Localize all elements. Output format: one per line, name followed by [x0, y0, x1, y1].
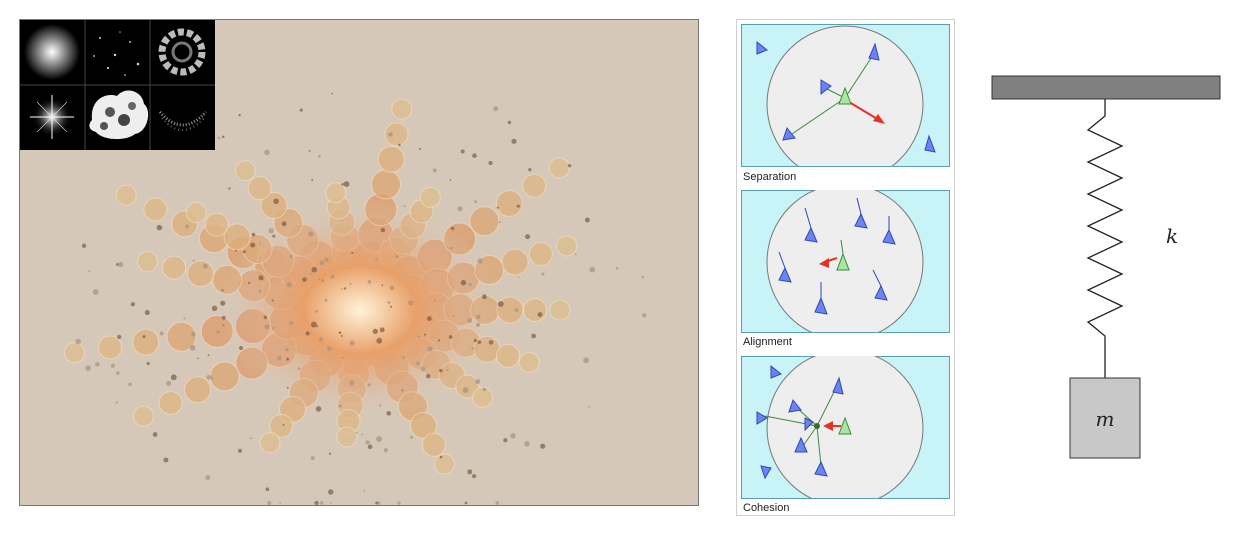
alignment-panel: [741, 190, 950, 333]
boid-icon: [804, 417, 814, 432]
boid-icon: [868, 42, 880, 61]
focus-boid-icon: [838, 86, 852, 105]
boid-icon: [756, 40, 768, 55]
boids-rules-figure: Separation Alignment: [736, 19, 955, 516]
sparkle-dots-icon: [93, 31, 140, 76]
mass-block: [1069, 377, 1141, 459]
boid-icon: [804, 226, 818, 243]
spring-mass-diagram: k m: [991, 75, 1221, 459]
boid-icon: [788, 398, 802, 413]
cohesion-caption: Cohesion: [743, 502, 790, 514]
boid-icon: [814, 460, 828, 477]
explosion-graphic: [63, 92, 647, 505]
alignment-caption: Alignment: [743, 336, 792, 348]
stiffness-label: k: [1166, 224, 1178, 248]
boid-icon: [770, 364, 782, 379]
star-flare-icon: [30, 95, 74, 139]
explosion-core: [220, 200, 500, 420]
soft-glow-icon: [24, 24, 80, 80]
boid-icon: [874, 284, 888, 301]
particle-texture-grid: [20, 20, 215, 150]
boid-icon: [882, 228, 896, 245]
dust-streak-icon: [158, 110, 208, 131]
smoke-ring-icon: [158, 28, 206, 76]
cohesion-panel: [741, 356, 950, 499]
boid-icon: [782, 126, 796, 141]
boid-icon: [832, 376, 844, 395]
cloud-puff-icon: [89, 90, 149, 140]
ceiling-support: [991, 75, 1221, 100]
debris-particles: [75, 92, 647, 505]
boid-icon: [794, 436, 808, 453]
boid-icon: [778, 266, 792, 283]
boid-icon: [820, 79, 832, 96]
boid-icon: [854, 212, 868, 229]
boid-icon: [760, 465, 772, 480]
boid-icon: [756, 411, 768, 425]
explosion-render: [19, 19, 699, 506]
separation-caption: Separation: [743, 171, 797, 183]
spring-coil: [1086, 99, 1124, 378]
separation-panel: [741, 24, 950, 167]
focus-boid-icon: [836, 252, 850, 271]
boid-icon: [814, 296, 828, 315]
mass-label: m: [1096, 407, 1115, 431]
focus-boid-icon: [838, 416, 852, 435]
boid-icon: [924, 134, 936, 153]
